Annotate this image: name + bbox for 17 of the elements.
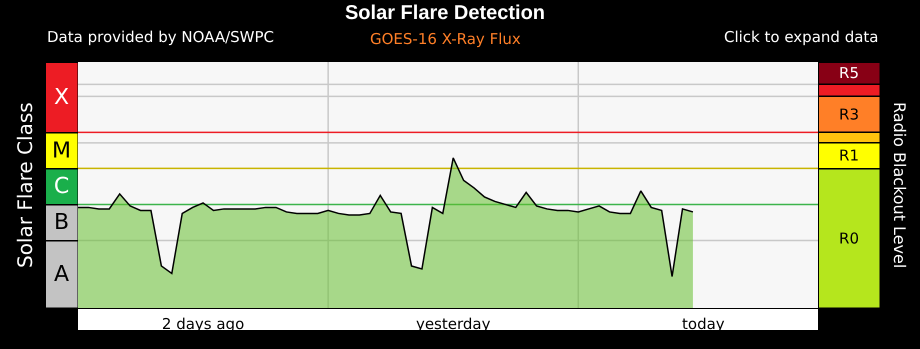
chart-subtitle: GOES-16 X-Ray Flux <box>370 30 521 48</box>
series-label: B <box>54 210 70 236</box>
y-axis-title: Solar Flare Class <box>13 102 37 268</box>
text: Click to expand data <box>724 28 878 46</box>
series-label: M <box>52 138 71 164</box>
series-label: R5 <box>839 64 859 82</box>
x-tick-label: yesterday <box>416 315 491 333</box>
series-label: C <box>54 174 70 200</box>
series-label: R0 <box>839 229 859 248</box>
series-label: A <box>54 262 70 287</box>
x-tick-label: today <box>682 315 725 333</box>
text: Data provided by NOAA/SWPC <box>47 28 274 46</box>
y-axis-title: Radio Blackout Level <box>890 102 909 268</box>
chart-title: Solar Flare Detection <box>344 2 546 24</box>
series-label: R1 <box>839 146 859 165</box>
series-label: R3 <box>839 105 859 124</box>
series-label: X <box>54 84 70 110</box>
